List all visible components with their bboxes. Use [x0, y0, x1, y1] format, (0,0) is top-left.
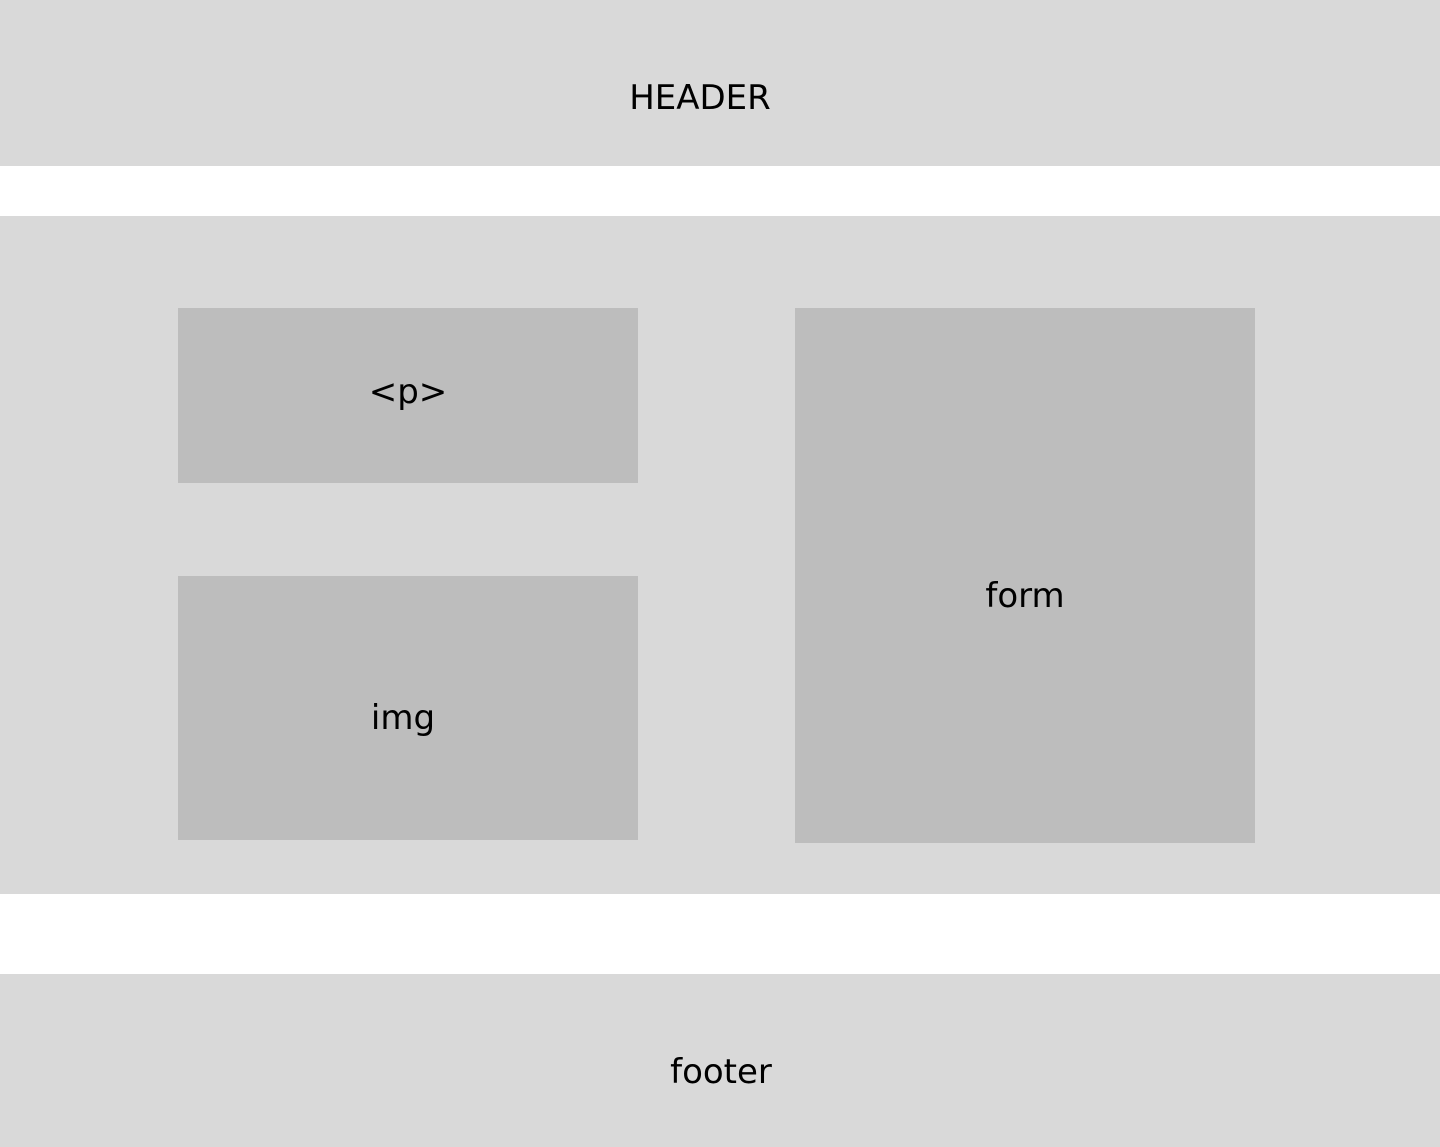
paragraph-block: [178, 308, 638, 483]
image-block: [178, 576, 638, 840]
paragraph-label: <p>: [368, 372, 448, 412]
footer-label: footer: [670, 1052, 772, 1092]
footer-section: [0, 974, 1440, 1147]
form-block: [795, 308, 1255, 843]
form-label: form: [985, 576, 1065, 616]
image-label: img: [370, 698, 436, 738]
header-label: HEADER: [629, 78, 771, 118]
header-section: [0, 0, 1440, 166]
